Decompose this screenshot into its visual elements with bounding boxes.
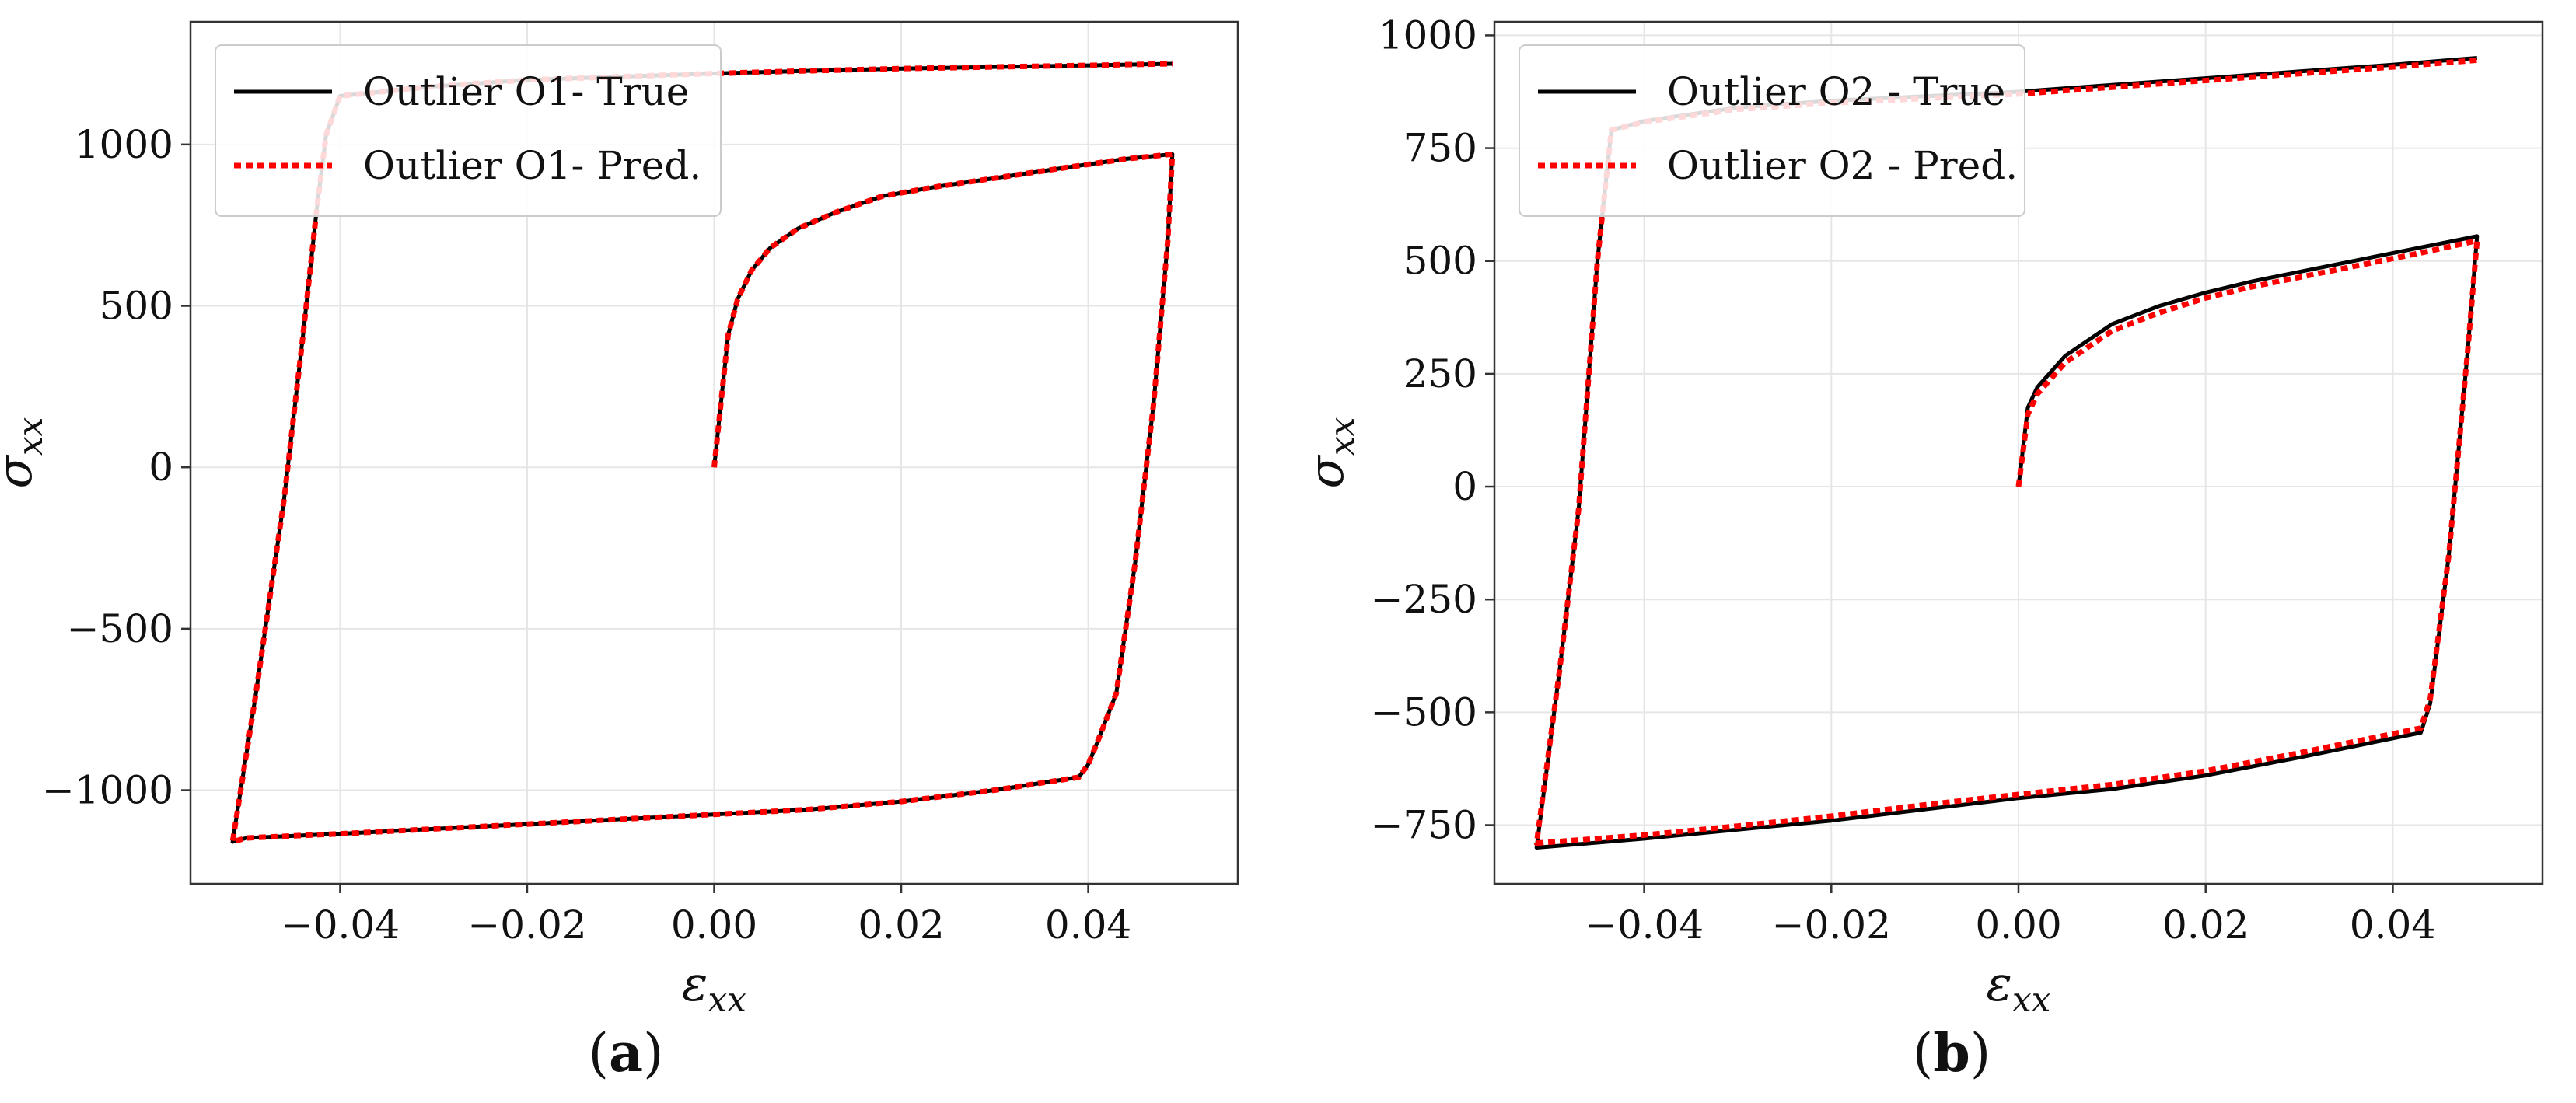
legend-entry-2: Outlier O1- Pred.	[363, 143, 701, 188]
y-tick-label: −500	[67, 606, 173, 651]
y-tick-label: 500	[1403, 239, 1477, 284]
panel-label-b: (b)	[1913, 1022, 1991, 1084]
y-axis-symbol: σ	[0, 454, 43, 488]
chart-panel-a: −0.04 −0.02 0.00 0.02 0.04 −1000 −500 0 500 1000 ε…	[0, 20, 1239, 1020]
panel-label-open: (	[1913, 1023, 1934, 1084]
legend-entry-2: Outlier O2 - Pred.	[1667, 143, 2018, 188]
y-axis-label: σxx	[1298, 417, 1362, 488]
x-axis-subscript: xx	[708, 980, 746, 1020]
panel-label-letter: b	[1933, 1022, 1970, 1084]
x-tick-label: −0.02	[1772, 902, 1891, 948]
y-axis-label: σxx	[0, 417, 51, 488]
x-axis-label: εxx	[1987, 955, 2051, 1020]
x-axis-subscript: xx	[2012, 980, 2051, 1020]
panel-label-a: (a)	[588, 1022, 663, 1084]
x-tick-label: −0.04	[1585, 902, 1704, 948]
y-axis-subscript: xx	[1323, 417, 1362, 456]
panel-label-open: (	[588, 1023, 609, 1084]
x-axis-label: εxx	[682, 955, 746, 1020]
x-tick-label: 0.04	[1045, 902, 1131, 948]
y-tick-label: 0	[1452, 464, 1477, 509]
y-tick-label: −250	[1371, 577, 1477, 622]
panel-label-letter: a	[609, 1022, 643, 1084]
legend-box	[1519, 44, 2025, 217]
y-tick-label: 1000	[75, 122, 173, 167]
series-line-2	[229, 61, 1176, 845]
x-axis-symbol: ε	[1987, 955, 2012, 1012]
x-tick-label: 0.00	[1975, 902, 2061, 948]
panel-label-close: )	[1970, 1023, 1991, 1084]
y-tick-label: −1000	[42, 768, 173, 813]
x-axis-symbol: ε	[682, 955, 708, 1012]
y-tick-label: 0	[149, 445, 173, 490]
legend-entry-1: Outlier O2 - True	[1667, 69, 2005, 114]
y-tick-label: 1000	[1379, 12, 1477, 58]
y-tick-label: 750	[1403, 126, 1477, 171]
chart-panel-b: −0.04 −0.02 0.00 0.02 0.04 −750 −500 −250 0 250 50…	[1298, 12, 2544, 1020]
x-tick-label: −0.04	[281, 902, 400, 948]
x-tick-label: 0.00	[671, 902, 757, 948]
x-tick-label: 0.02	[2162, 902, 2249, 948]
x-tick-label: 0.04	[2350, 902, 2436, 948]
panel-label-close: )	[643, 1023, 664, 1084]
x-tick-label: −0.02	[467, 902, 586, 948]
y-tick-label: −500	[1371, 689, 1477, 735]
x-tick-label: 0.02	[858, 902, 944, 948]
legend-box	[215, 44, 722, 217]
y-axis-subscript: xx	[11, 417, 51, 456]
y-tick-label: −750	[1371, 803, 1477, 848]
y-tick-label: 500	[100, 284, 173, 329]
y-axis-symbol: σ	[1298, 454, 1354, 488]
legend-entry-1: Outlier O1- True	[363, 69, 689, 114]
y-tick-label: 250	[1403, 351, 1477, 396]
